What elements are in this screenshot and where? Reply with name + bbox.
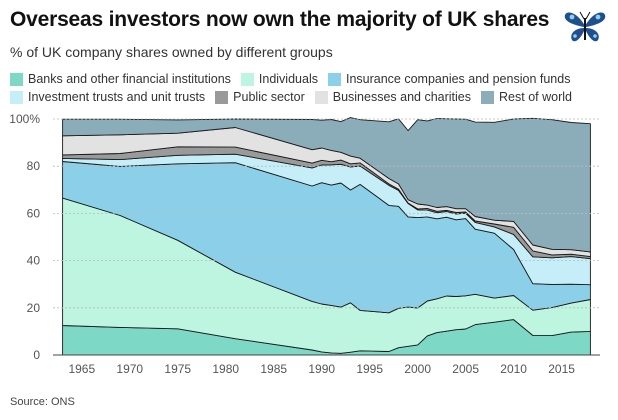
y-tick-label: 60 — [27, 206, 41, 220]
series-area — [62, 153, 591, 286]
x-tick-label: 2005 — [452, 362, 479, 376]
legend: Banks and other financial institutions In… — [10, 70, 610, 106]
legend-label: Businesses and charities — [332, 90, 472, 104]
legend-swatch — [314, 90, 328, 104]
legend-swatch — [240, 72, 254, 86]
x-tick-label: 1985 — [260, 362, 287, 376]
series-area — [62, 117, 591, 253]
legend-item: Rest of world — [481, 90, 572, 104]
x-tick-label: 1980 — [212, 362, 239, 376]
legend-label: Investment trusts and unit trusts — [28, 90, 206, 104]
x-tick-label: 1965 — [68, 362, 95, 376]
series-area — [62, 127, 591, 258]
legend-swatch — [10, 90, 23, 104]
y-tick-label: 20 — [27, 301, 41, 315]
legend-item: Businesses and charities — [314, 90, 472, 104]
y-tick-label: 80 — [27, 159, 41, 173]
y-tick-label: 40 — [27, 254, 41, 268]
source-note: Source: ONS — [10, 396, 75, 408]
y-tick-label: 0 — [33, 348, 40, 362]
x-tick-label: 1990 — [308, 362, 335, 376]
series-area — [62, 197, 591, 354]
series-area — [62, 319, 591, 356]
butterfly-logo-icon — [564, 11, 606, 42]
legend-swatch — [215, 90, 229, 104]
legend-swatch — [10, 72, 23, 86]
chart-title: Overseas investors now own the majority … — [10, 8, 550, 31]
x-tick-label: 2010 — [500, 362, 527, 376]
legend-label: Individuals — [258, 72, 318, 86]
legend-label: Insurance companies and pension funds — [345, 72, 571, 86]
x-tick-label: 1995 — [356, 362, 383, 376]
x-tick-label: 1970 — [116, 362, 143, 376]
legend-label: Rest of world — [499, 90, 572, 104]
legend-swatch — [481, 90, 495, 104]
x-tick-label: 2015 — [548, 362, 575, 376]
legend-item: Public sector — [215, 90, 305, 104]
legend-swatch — [327, 72, 341, 86]
legend-item: Insurance companies and pension funds — [327, 72, 571, 86]
x-tick-label: 1975 — [164, 362, 191, 376]
legend-item: Individuals — [240, 72, 318, 86]
series-area — [62, 161, 591, 314]
legend-label: Banks and other financial institutions — [28, 72, 231, 86]
chart-subtitle: % of UK company shares owned by differen… — [10, 44, 333, 60]
legend-item: Investment trusts and unit trusts — [10, 90, 205, 104]
legend-label: Public sector — [233, 90, 305, 104]
x-tick-label: 2000 — [404, 362, 431, 376]
y-tick-label: 100% — [9, 112, 40, 126]
series-area — [62, 146, 591, 260]
legend-item: Banks and other financial institutions — [10, 72, 231, 86]
